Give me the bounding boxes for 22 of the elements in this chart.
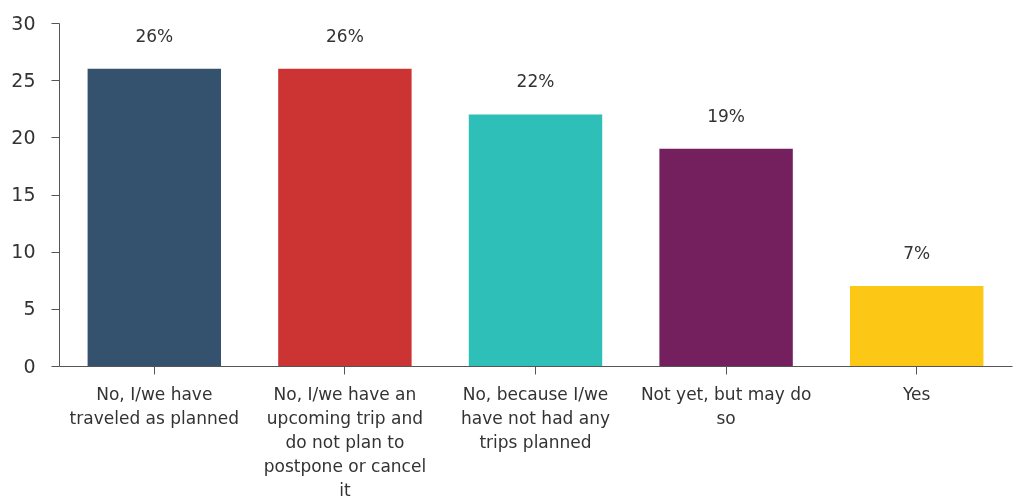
x-tick-label: No, because I/we have not had any trips planned <box>461 383 610 452</box>
data-label: 26% <box>326 25 364 46</box>
y-tick-label: 5 <box>23 297 36 320</box>
y-tick-label: 25 <box>11 68 36 91</box>
data-label: 26% <box>135 25 174 46</box>
x-tick-label: Not yet, but may do so <box>640 383 812 428</box>
bar <box>849 285 984 366</box>
x-tick-label: No, I/we have an upcoming trip and do not plan to postpone or cancel it <box>263 383 427 500</box>
data-label: 22% <box>516 71 555 92</box>
y-tick-label: 0 <box>23 354 36 377</box>
bar <box>468 114 603 366</box>
y-tick-label: 30 <box>11 11 36 34</box>
bar <box>659 148 793 366</box>
y-tick-label: 10 <box>11 240 36 263</box>
x-tick-label: No, I/we have traveled as planned <box>69 383 239 428</box>
data-label: 7% <box>903 242 931 263</box>
y-tick-label: 15 <box>11 183 36 205</box>
bar <box>87 68 222 366</box>
y-tick-label: 20 <box>11 125 36 148</box>
x-tick-label: Yes <box>901 383 931 404</box>
data-label: 19% <box>707 105 745 126</box>
bar <box>278 68 412 366</box>
